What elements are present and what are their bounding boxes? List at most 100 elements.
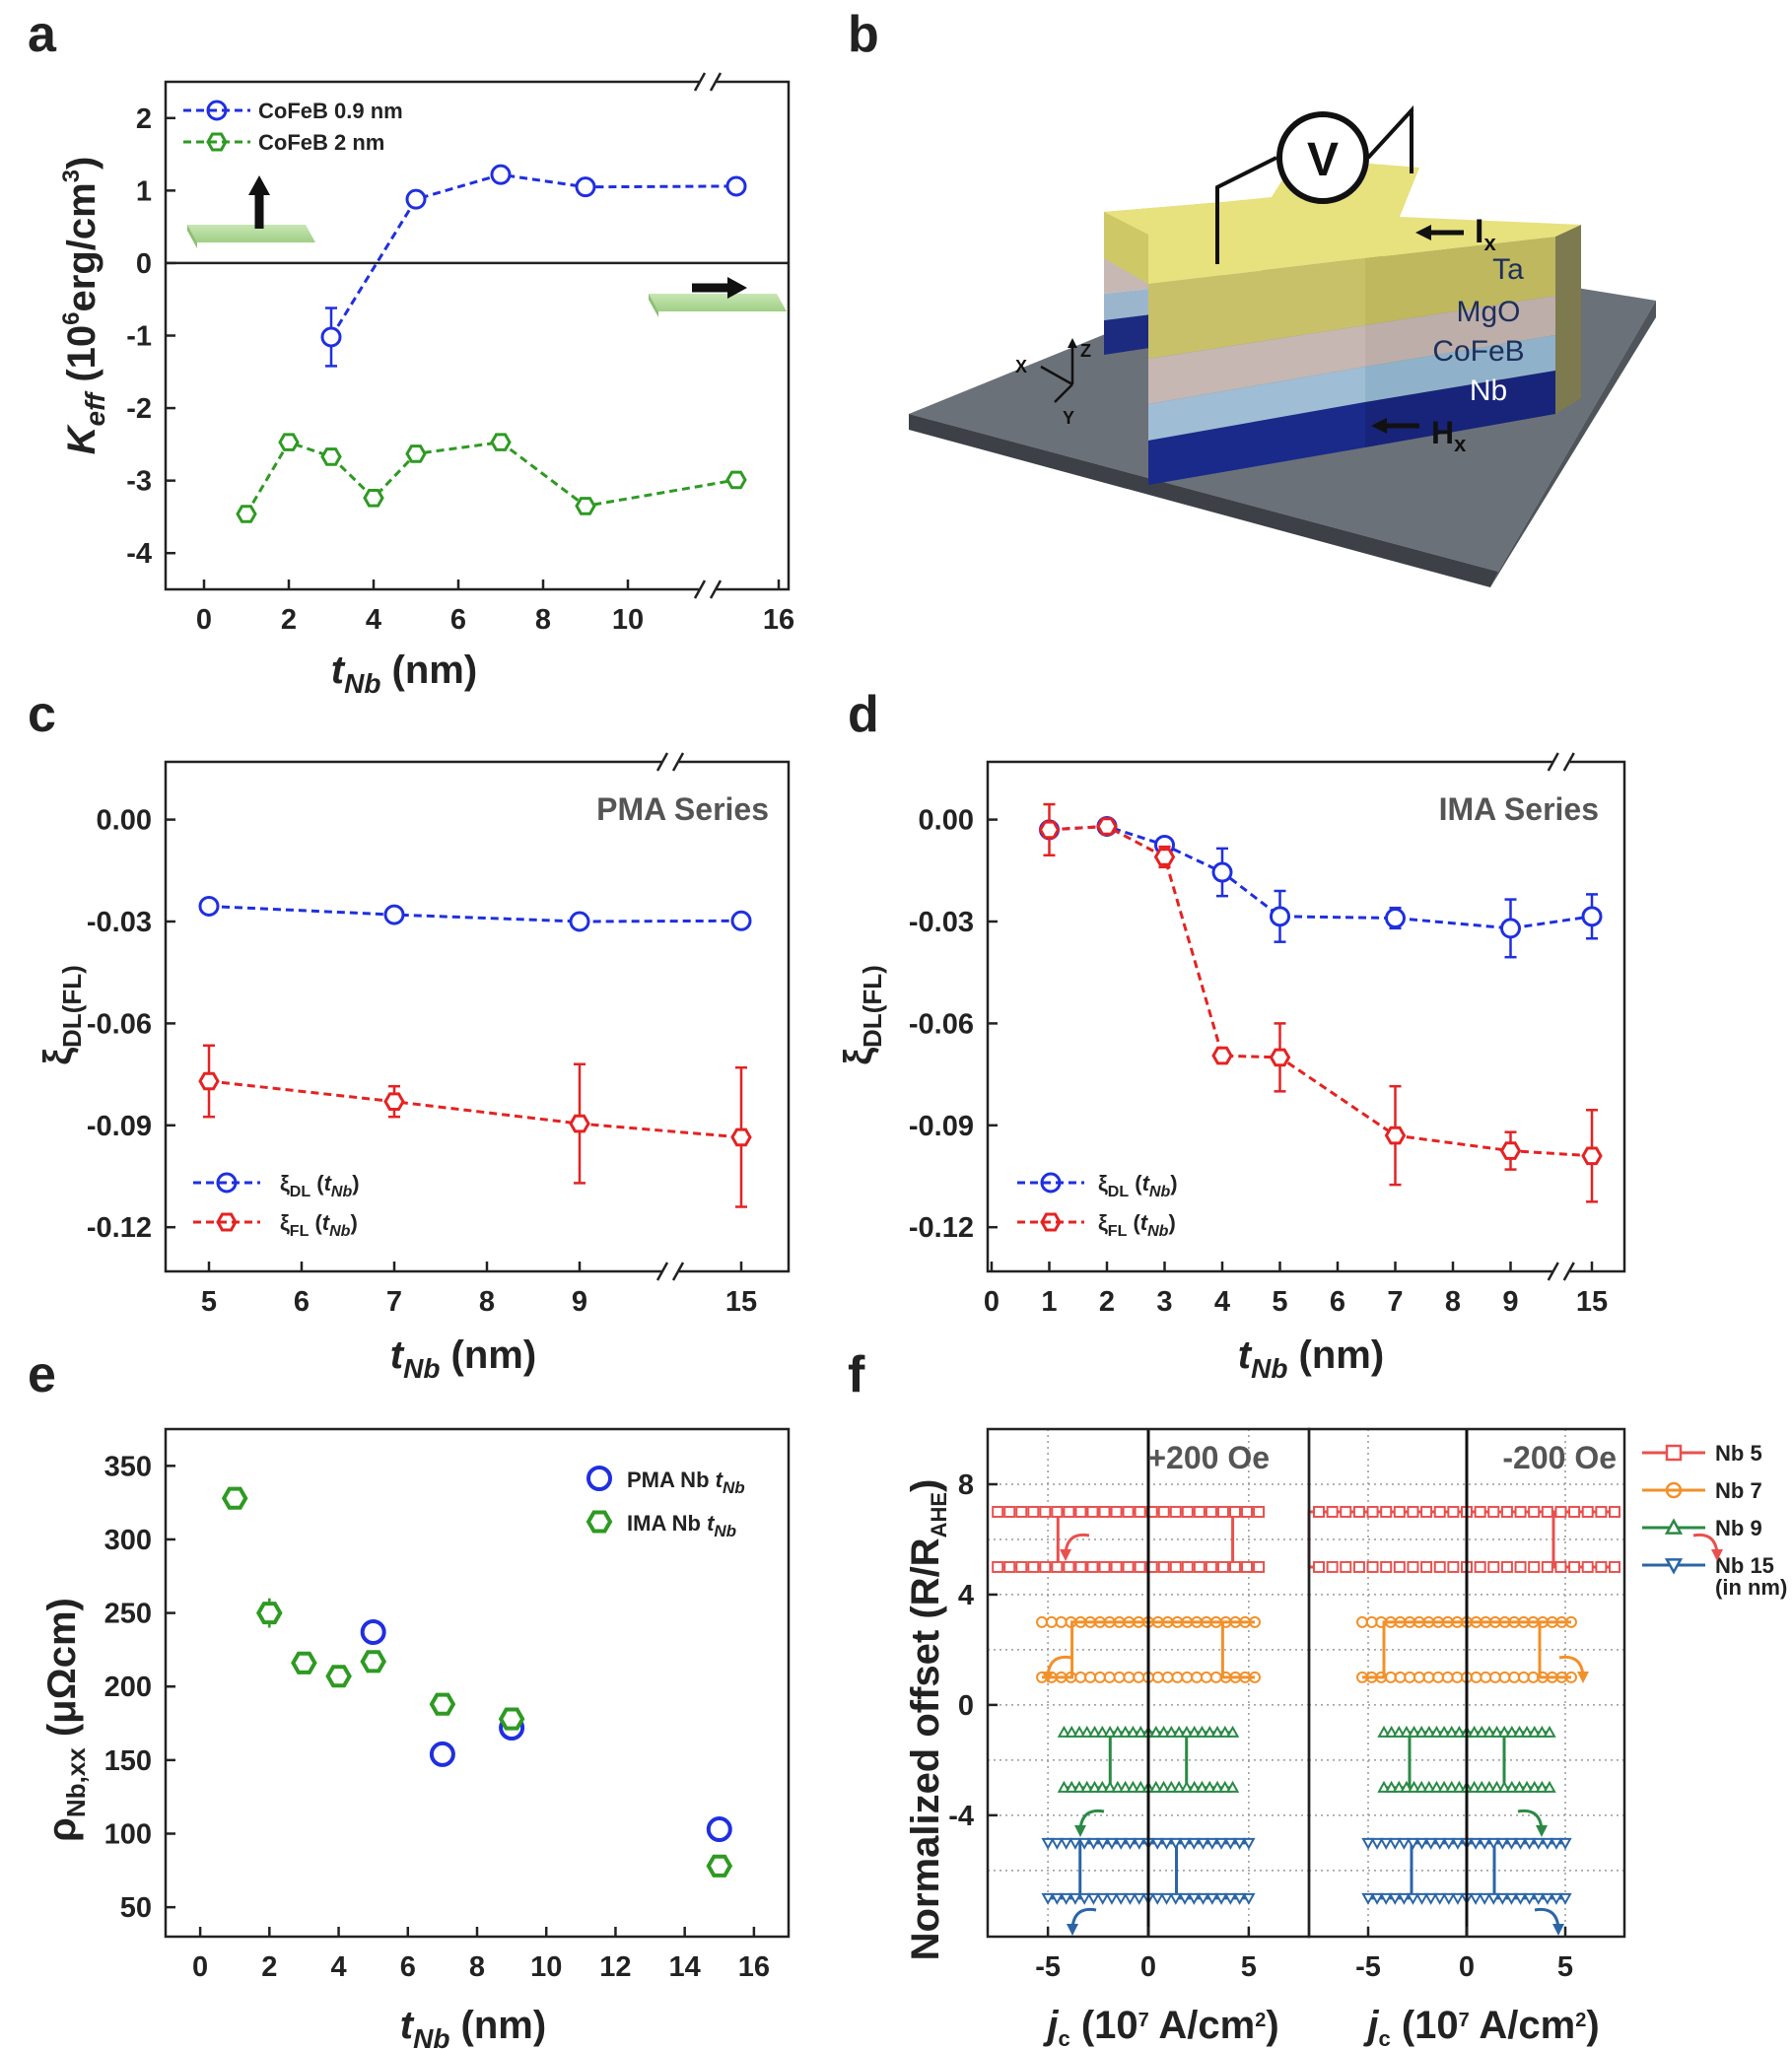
- x-tick-label: 16: [763, 604, 794, 636]
- data-point: [1451, 1892, 1465, 1905]
- data-point: [1504, 1837, 1519, 1850]
- axis-break: [1562, 752, 1575, 772]
- data-point: [1159, 1837, 1174, 1850]
- data-point: [1609, 1505, 1620, 1518]
- subpanel-label-left: +200 Oe: [1147, 1440, 1270, 1475]
- x-tick-label: 6: [1330, 1286, 1345, 1318]
- data-point: [1159, 1892, 1174, 1905]
- data-point: [1467, 1725, 1482, 1738]
- y-tick-label: 0: [136, 248, 152, 280]
- data-point: [255, 1602, 283, 1625]
- data-point: [1513, 1892, 1528, 1905]
- data-point: [1180, 1725, 1194, 1738]
- data-point: [1384, 1126, 1407, 1145]
- data-point: [1172, 1780, 1186, 1793]
- data-point: [1041, 1892, 1055, 1905]
- panel-c: 5 6 7 8 9 15 0.00 -0.03 -0.06 -0.09 -0.12 PMA Seri…: [36, 748, 791, 1384]
- data-point: [1352, 1560, 1365, 1573]
- data-point: [1187, 1892, 1202, 1905]
- data-point: [575, 176, 596, 198]
- data-point: [1228, 1505, 1241, 1518]
- data-point: [1407, 1505, 1419, 1518]
- arrow-head: [1060, 1549, 1071, 1561]
- x-tick-label: 0: [196, 604, 212, 636]
- data-point: [1554, 1560, 1567, 1573]
- data-point: [992, 1560, 1004, 1573]
- data-point: [1126, 1725, 1140, 1738]
- data-point: [1433, 1892, 1447, 1905]
- data-point: [1111, 1725, 1125, 1738]
- data-point: [1528, 1725, 1542, 1738]
- data-point: [1218, 1725, 1232, 1738]
- data-point: [1505, 1725, 1519, 1738]
- data-point: [706, 1854, 733, 1878]
- data-point: [1384, 1725, 1399, 1738]
- data-point: [1480, 1671, 1492, 1683]
- data-point: [1055, 1615, 1068, 1628]
- data-point: [1522, 1892, 1537, 1905]
- data-point: [1206, 1837, 1219, 1850]
- data-point: [1065, 1725, 1078, 1738]
- x-tick-label: 0: [192, 1951, 208, 1983]
- subpanel-label-right: -200 Oe: [1502, 1440, 1617, 1475]
- data-point: [1110, 1505, 1123, 1518]
- data-point: [1520, 1725, 1534, 1738]
- data-point: [1478, 1892, 1491, 1905]
- data-point: [198, 895, 220, 917]
- data-point: [1077, 1837, 1091, 1850]
- data-point: [1512, 1725, 1527, 1738]
- data-point: [1384, 1780, 1399, 1793]
- data-point: [1003, 1560, 1016, 1573]
- data-point: [1366, 1505, 1379, 1518]
- data-point: [1313, 1560, 1325, 1573]
- x-axis-label-right: jc (107 A/cm2): [1362, 2004, 1599, 2049]
- y-axis-label: ξDL(FL): [837, 965, 887, 1065]
- y-tick-label: -0.09: [87, 1111, 152, 1142]
- hysteresis-loop: [1362, 1620, 1571, 1679]
- data-point: [1169, 1505, 1182, 1518]
- data-point: [1379, 1837, 1393, 1850]
- x-tick-label: 5: [1241, 1951, 1257, 1983]
- data-point: [1015, 1560, 1028, 1573]
- data-point: [1093, 1671, 1106, 1683]
- data-point: [1377, 1780, 1391, 1793]
- panel-label-e: e: [28, 1346, 56, 1403]
- mgo-layer: [1148, 325, 1365, 404]
- data-point: [1126, 1780, 1140, 1793]
- x-tick-label: 5: [201, 1286, 217, 1318]
- data-point: [1113, 1671, 1126, 1683]
- data-point: [1149, 1780, 1163, 1793]
- y-tick-label: 50: [120, 1892, 152, 1924]
- data-point: [1161, 1671, 1174, 1683]
- data-point: [360, 1619, 386, 1645]
- data-point: [1388, 1892, 1402, 1905]
- data-point: [1423, 1837, 1438, 1850]
- legend-label: ξFL (tNb): [1098, 1210, 1176, 1240]
- data-point: [1187, 1725, 1202, 1738]
- data-point: [1474, 1505, 1486, 1518]
- data-point: [1105, 1837, 1119, 1850]
- data-point: [1550, 1892, 1563, 1905]
- plot-frame: [164, 1427, 791, 1939]
- data-point: [1497, 1725, 1511, 1738]
- data-point: [1241, 1560, 1254, 1573]
- data-point: [1080, 1780, 1094, 1793]
- y-tick-label: 4: [958, 1580, 974, 1611]
- data-point: [1433, 1560, 1446, 1573]
- data-point: [1205, 1505, 1217, 1518]
- data-point: [1206, 1892, 1219, 1905]
- data-point: [1156, 1725, 1171, 1738]
- y-tick-label: 2: [136, 103, 152, 135]
- y-tick-label: 300: [104, 1525, 152, 1556]
- data-point: [1664, 1558, 1684, 1575]
- data-point: [1407, 1560, 1419, 1573]
- data-point: [1377, 1725, 1391, 1738]
- panel-b-device-schematic: V Ix Ta MgO CoFeB Nb Z X Y Hx: [909, 104, 1656, 587]
- data-point: [1123, 1837, 1137, 1850]
- data-point: [1164, 1725, 1179, 1738]
- data-point: [1095, 1837, 1110, 1850]
- series-line: [1049, 824, 1593, 1158]
- data-point: [1554, 1505, 1567, 1518]
